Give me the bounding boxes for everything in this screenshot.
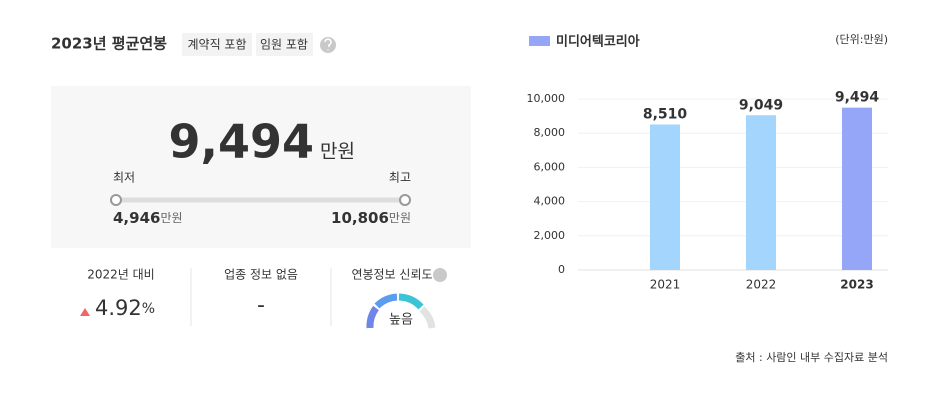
gauge-seg	[419, 306, 436, 329]
y-tick-label: 4,000	[534, 195, 566, 208]
tag-bg	[256, 33, 313, 56]
min-value: 4,946만원	[113, 209, 183, 227]
max-label: 최고	[389, 171, 411, 185]
x-tick-label: 2023	[840, 278, 873, 292]
max-unit: 만원	[389, 211, 411, 225]
legend-label: 미디어텍코리아	[556, 34, 640, 50]
gauge-seg	[366, 305, 379, 329]
help-glyph	[324, 38, 332, 51]
x-tick-label: 2022	[746, 278, 777, 292]
gauge-label: 높음	[389, 313, 413, 328]
change-number: 4.92	[95, 296, 142, 320]
bar	[746, 115, 776, 270]
bar	[650, 124, 680, 270]
y-tick-label: 2,000	[534, 229, 566, 242]
avg-value: 9,494	[168, 115, 314, 169]
bar-chart: 미디어텍코리아 (단위:만원) 0 2,000 4,000 6,000 8,000 10,00…	[527, 33, 888, 292]
stat-label: 2022년 대비	[87, 268, 154, 282]
tag: 계약직 포함	[187, 37, 246, 52]
y-tick-label: 0	[558, 263, 565, 276]
gauge-seg	[398, 293, 424, 310]
tag-bg	[182, 33, 252, 56]
stat-value: 4.92%	[95, 296, 155, 320]
value-label: 9,049	[739, 97, 783, 113]
y-tick-label: 6,000	[534, 160, 566, 173]
max-number: 10,806	[331, 209, 389, 227]
stat-label: 연봉정보 신뢰도	[351, 268, 432, 282]
stat-value: -	[257, 293, 265, 318]
title: 2023년 평균연봉	[51, 35, 167, 53]
value-label: 8,510	[643, 106, 688, 122]
range-handle	[110, 194, 122, 206]
help-icon[interactable]	[433, 268, 447, 282]
up-arrow	[80, 308, 90, 316]
bar	[842, 107, 872, 270]
source: 출처 : 사람인 내부 수집자료 분석	[735, 351, 888, 364]
stat-label: 업종 정보 없음	[224, 268, 298, 282]
value-label: 9,494	[835, 90, 880, 106]
min-unit: 만원	[160, 211, 182, 225]
help-icon[interactable]	[320, 37, 336, 53]
y-tick-label: 8,000	[534, 126, 566, 139]
change-unit: %	[142, 301, 155, 317]
range-handle	[399, 194, 411, 206]
gauge-seg	[374, 293, 398, 309]
y-tick-label: 10,000	[527, 92, 566, 105]
summary-box	[51, 86, 471, 248]
min-label: 최저	[113, 171, 135, 185]
unit-note: (단위:만원)	[835, 33, 888, 46]
x-tick-label: 2021	[650, 278, 681, 292]
min-number: 4,946	[113, 209, 160, 227]
gauge	[366, 293, 436, 329]
tag: 임원 포함	[260, 38, 308, 52]
avg-unit: 만원	[320, 141, 355, 163]
legend-swatch	[529, 36, 550, 46]
max-value: 10,806만원	[331, 209, 411, 227]
